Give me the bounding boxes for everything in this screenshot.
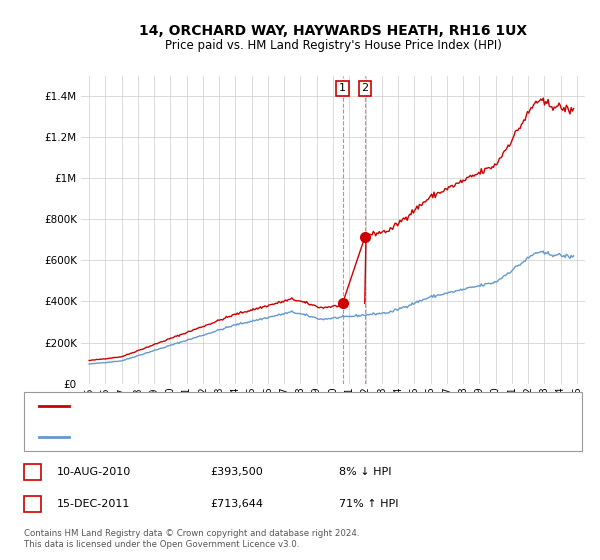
- Text: Contains HM Land Registry data © Crown copyright and database right 2024.
This d: Contains HM Land Registry data © Crown c…: [24, 529, 359, 549]
- Text: £393,500: £393,500: [210, 467, 263, 477]
- Text: HPI: Average price, detached house, Mid Sussex: HPI: Average price, detached house, Mid …: [75, 432, 326, 442]
- Text: 15-DEC-2011: 15-DEC-2011: [57, 499, 130, 509]
- Text: 2: 2: [29, 499, 36, 509]
- Text: 10-AUG-2010: 10-AUG-2010: [57, 467, 131, 477]
- Text: 71% ↑ HPI: 71% ↑ HPI: [339, 499, 398, 509]
- Text: Price paid vs. HM Land Registry's House Price Index (HPI): Price paid vs. HM Land Registry's House …: [164, 39, 502, 52]
- Text: 2: 2: [361, 83, 368, 94]
- Text: £713,644: £713,644: [210, 499, 263, 509]
- Text: 14, ORCHARD WAY, HAYWARDS HEATH, RH16 1UX (detached house): 14, ORCHARD WAY, HAYWARDS HEATH, RH16 1U…: [75, 401, 430, 411]
- Text: 1: 1: [29, 467, 36, 477]
- Text: 8% ↓ HPI: 8% ↓ HPI: [339, 467, 391, 477]
- Text: 14, ORCHARD WAY, HAYWARDS HEATH, RH16 1UX: 14, ORCHARD WAY, HAYWARDS HEATH, RH16 1U…: [139, 24, 527, 38]
- Text: 1: 1: [339, 83, 346, 94]
